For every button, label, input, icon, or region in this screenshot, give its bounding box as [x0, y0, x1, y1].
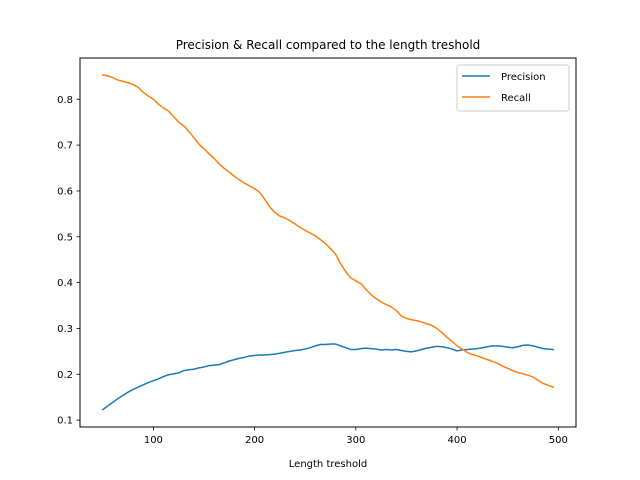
series-line-precision	[101, 343, 555, 411]
x-axis: 100 200 300 400 500	[144, 427, 568, 446]
x-tick-label: 400	[448, 435, 467, 446]
chart-title: Precision & Recall compared to the lengt…	[176, 38, 481, 52]
legend-label-precision: Precision	[501, 72, 546, 83]
y-tick-label: 0.2	[57, 370, 73, 381]
y-tick-label: 0.6	[57, 186, 73, 197]
x-tick-label: 300	[346, 435, 365, 446]
series-line-recall	[101, 74, 555, 389]
y-tick-label: 0.5	[57, 232, 73, 243]
plot-area	[101, 74, 555, 411]
legend-label-recall: Recall	[501, 93, 531, 104]
y-tick-label: 0.4	[57, 278, 73, 289]
y-tick-label: 0.1	[57, 416, 73, 427]
legend: Precision Recall	[456, 64, 570, 112]
plot-frame	[79, 57, 577, 428]
y-tick-label: 0.7	[57, 141, 73, 152]
y-tick-label: 0.8	[57, 95, 73, 106]
x-tick-label: 200	[245, 435, 264, 446]
x-tick-label: 500	[549, 435, 568, 446]
x-tick-label: 100	[144, 435, 163, 446]
y-axis: 0.1 0.2 0.3 0.4 0.5 0.6 0.7 0.8	[57, 95, 80, 427]
y-tick-label: 0.3	[57, 324, 73, 335]
x-axis-title: Length treshold	[289, 459, 367, 470]
